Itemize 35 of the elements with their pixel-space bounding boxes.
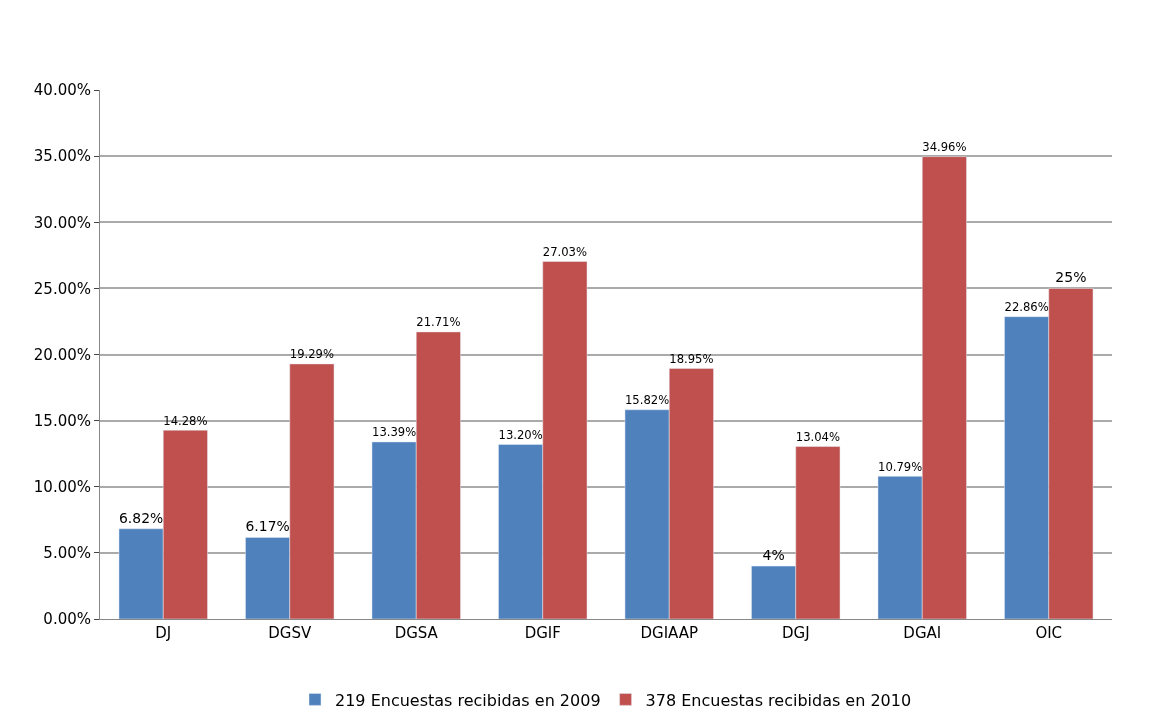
legend-label: 378 Encuestas recibidas en 2010 — [645, 690, 912, 710]
x-tick-label: DGJ — [781, 624, 810, 642]
data-label: 19.29% — [289, 347, 335, 362]
x-tick-label: OIC — [1035, 624, 1063, 642]
data-label: 21.71% — [416, 315, 461, 330]
data-label: 27.03% — [542, 245, 588, 260]
y-tick-label: 15.00% — [33, 411, 91, 430]
data-label: 13.39% — [372, 425, 417, 440]
y-tick-label: 0.00% — [43, 610, 91, 629]
data-label: 15.82% — [624, 393, 670, 408]
data-label: 10.79% — [878, 459, 923, 474]
data-label: 34.96% — [922, 140, 967, 155]
x-tick-label: DGIF — [524, 624, 561, 642]
x-tick-label: DGIAAP — [640, 624, 699, 642]
data-label: 25% — [1055, 269, 1087, 286]
y-tick-label: 10.00% — [33, 478, 91, 496]
x-tick-label: DGSV — [268, 624, 312, 642]
data-label: 6.17% — [245, 518, 290, 535]
y-tick-label: 5.00% — [43, 544, 91, 563]
data-label: 6.82% — [119, 509, 164, 526]
data-label: 18.95% — [669, 351, 714, 366]
data-label: 22.86% — [1004, 300, 1049, 315]
y-tick-label: 25.00% — [33, 279, 91, 298]
y-tick-label: 40.00% — [33, 81, 91, 100]
y-tick-label: 35.00% — [33, 147, 91, 166]
data-label: 4% — [762, 547, 785, 564]
y-tick-label: 20.00% — [33, 345, 91, 364]
y-tick-label: 30.00% — [33, 213, 91, 232]
x-tick-label: DGSA — [394, 624, 439, 642]
data-label: 13.04% — [795, 430, 841, 445]
data-label: 13.20% — [498, 427, 543, 442]
legend-label: 219 Encuestas recibidas en 2009 — [335, 690, 601, 710]
data-label: 14.28% — [163, 413, 208, 428]
x-tick-label: DJ — [155, 624, 172, 642]
x-tick-label: DGAI — [903, 624, 942, 642]
